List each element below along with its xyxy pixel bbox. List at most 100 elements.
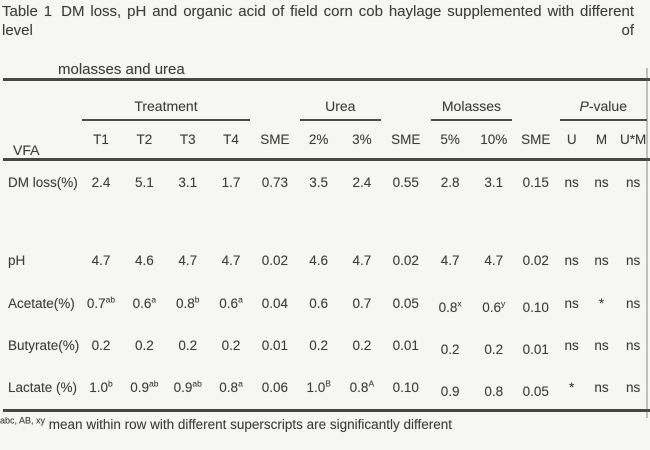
table-cell: 4.7 (352, 253, 372, 268)
table-cell: 4.7 (178, 253, 198, 268)
col-header-molasses-5: 5% (440, 132, 460, 147)
table-cell: ns (625, 253, 641, 268)
col-header-urea-2: 2% (308, 132, 329, 147)
table-cell: 4.7 (484, 253, 504, 268)
table-cell: 0.6a (132, 294, 157, 311)
group-header-pvalue: P-value (557, 80, 650, 121)
caption-text: DM loss, pH and organic acid of field co… (2, 3, 634, 39)
table-row: Butyrate(%) 0.2 0.2 0.2 0.2 0.01 0.2 0.2 0.01 0.2… (3, 325, 650, 366)
significance-superscript: y (500, 298, 506, 309)
table-cell: 0.7ab (86, 294, 116, 311)
caption-line-2: molasses and urea (58, 61, 185, 78)
row-label: pH (8, 253, 26, 268)
table-cell: * (569, 380, 575, 395)
table-cell: 0.02 (522, 253, 549, 268)
group-label-molasses: Molasses (430, 94, 513, 121)
table-cell: 3.1 (484, 175, 504, 190)
table-cell: 4.7 (440, 253, 460, 268)
significance-superscript: A (368, 378, 375, 389)
footnote-superscripts: abc, AB, xy (0, 415, 46, 426)
table-cell: ns (625, 380, 641, 395)
significance-superscript: ab (149, 378, 159, 389)
significance-superscript: B (325, 378, 331, 389)
col-header-t4: T4 (223, 132, 239, 147)
table-cell: 0.02 (392, 253, 419, 268)
table-cell: 0.8a (219, 378, 243, 395)
table-cell: 0.55 (392, 175, 419, 190)
table-cell: 1.0b (89, 378, 113, 395)
table-cell: 3.1 (178, 175, 198, 190)
table-row: Lactate (%) 1.0b 0.9ab 0.9ab 0.8a 0.06 1.0B 0.8… (3, 366, 650, 411)
table-header: VFA Treatment Urea Molasses P-value T1 T… (3, 80, 650, 160)
group-header-molasses: Molasses (428, 80, 515, 121)
col-header-t3: T3 (179, 132, 196, 147)
sub-header-row: T1 T2 T3 T4 SME 2% 3% SME 5% 10% SME U M… (3, 121, 650, 160)
table-row: Acetate(%) 0.7ab 0.6a 0.8b 0.6a 0.04 0.6 0.7 0.0… (3, 282, 650, 325)
significance-superscript: b (194, 294, 200, 305)
vfa-table: VFA Treatment Urea Molasses P-value T1 T… (3, 78, 650, 412)
row-label: Butyrate(%) (8, 338, 80, 353)
table-cell: ns (594, 175, 609, 190)
table-cell: 0.8x (438, 298, 462, 315)
table-cell: 0.8A (349, 378, 375, 395)
col-header-t2: T2 (136, 132, 153, 147)
table-cell: 0.15 (522, 175, 549, 190)
significance-superscript: b (108, 378, 113, 389)
table-cell: 0.9ab (173, 378, 202, 395)
group-header-row: VFA Treatment Urea Molasses P-value (3, 80, 650, 158)
table-cell: 0.05 (522, 384, 549, 399)
table-cell: 0.6a (219, 294, 243, 311)
table-cell: 2.4 (352, 175, 372, 190)
table-cell: ns (625, 175, 641, 190)
group-label-pvalue: P-value (559, 94, 647, 121)
table-cell: 0.2 (484, 342, 504, 357)
group-header-treatment: Treatment (79, 80, 252, 121)
table-cell: ns (594, 338, 609, 353)
table-cell: 0.04 (261, 296, 288, 311)
table-cell: 0.7 (352, 296, 372, 311)
group-label-urea: Urea (300, 94, 381, 121)
table-cell: 5.1 (134, 175, 154, 190)
table-cell: ns (594, 380, 609, 395)
table-cell: 0.9 (440, 384, 460, 399)
table-cell: 1.0B (306, 378, 331, 395)
table-body: DM loss(%) 2.4 5.1 3.1 1.7 0.73 3.5 2.4 0.55 2.8 3… (3, 160, 650, 411)
col-header-t1: T1 (93, 132, 109, 147)
table-cell: ns (564, 296, 579, 311)
pvalue-italic-p: P (579, 98, 589, 114)
significance-superscript: a (238, 378, 243, 389)
col-header-p-uxm: U*M (620, 132, 647, 147)
group-header-spacer (384, 80, 428, 122)
table-cell: 4.7 (91, 253, 111, 268)
table-row: DM loss(%) 2.4 5.1 3.1 1.7 0.73 3.5 2.4 0.55 2.8 3… (3, 160, 650, 240)
significance-superscript: x (457, 298, 462, 309)
table-number-label: Table 1 (2, 3, 53, 20)
table-cell: ns (564, 175, 579, 190)
table-row: pH 4.7 4.6 4.7 4.7 0.02 4.6 4.7 0.02 4.7 4.7 0.02 ns… (3, 239, 650, 282)
col-header-molasses-10: 10% (480, 132, 508, 147)
table-cell: 2.8 (440, 175, 460, 190)
table-cell: 0.2 (352, 338, 372, 353)
significance-superscript: ab (105, 294, 116, 305)
table-cell: 0.01 (522, 342, 549, 357)
table-cell: 0.2 (440, 342, 460, 357)
col-header-sme-urea: SME (391, 132, 421, 147)
table-cell: 0.2 (309, 338, 329, 353)
row-label: Acetate(%) (8, 296, 75, 311)
table-cell: 3.5 (309, 175, 329, 190)
table-cell: 0.2 (178, 338, 198, 353)
table-cell: 0.8 (484, 384, 504, 399)
table-cell: ns (594, 253, 609, 268)
table-cell: * (598, 296, 605, 311)
col-header-urea-3: 3% (352, 132, 372, 147)
table-cell: 0.9ab (130, 378, 159, 395)
table-cell: 4.6 (134, 253, 154, 268)
table-cell: ns (625, 338, 641, 353)
col-header-sme-treatment: SME (260, 132, 290, 147)
table-cell: 4.7 (221, 253, 241, 268)
group-header-urea: Urea (297, 80, 383, 121)
table-cell: 0.2 (221, 338, 241, 353)
table-cell: 0.8b (176, 294, 200, 311)
group-header-spacer (515, 80, 557, 122)
table-cell: 0.73 (261, 175, 288, 190)
